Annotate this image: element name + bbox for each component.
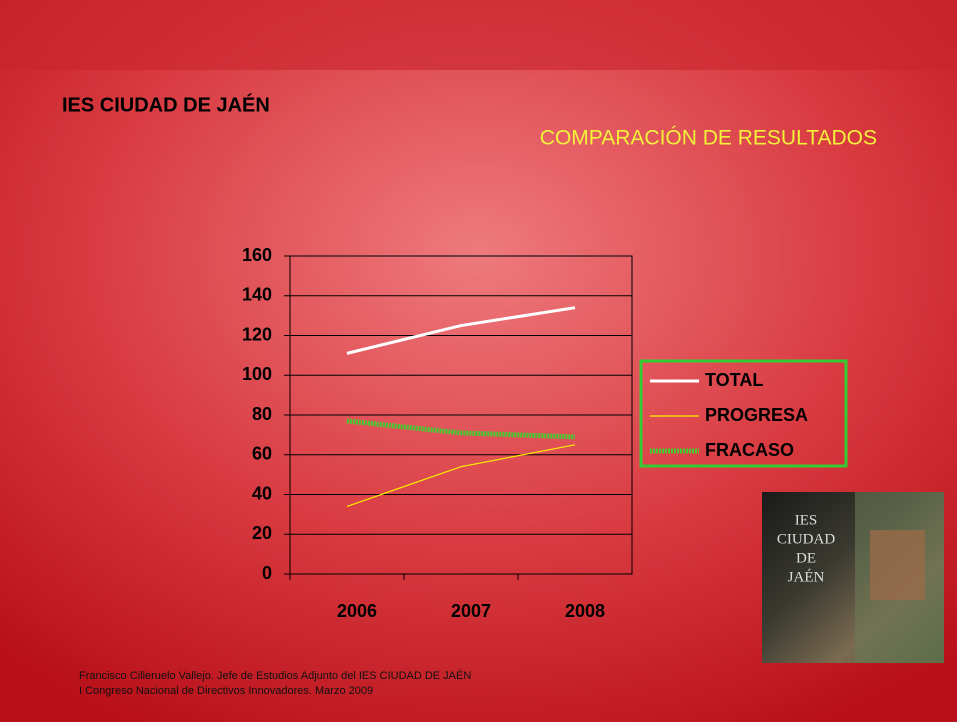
y-tick-label: 60 — [252, 444, 272, 464]
top-band — [0, 0, 957, 70]
y-tick-label: 80 — [252, 404, 272, 424]
x-tick-label: 2008 — [565, 601, 605, 621]
y-tick-label: 0 — [262, 563, 272, 583]
photo-caption: JAÉN — [788, 568, 825, 585]
legend-label: FRACASO — [705, 440, 794, 460]
page: {"chart_data": {"type": "line", "title":… — [0, 0, 957, 722]
legend-label: TOTAL — [705, 370, 763, 390]
y-tick-label: 20 — [252, 523, 272, 543]
photo-caption: DE — [796, 550, 816, 566]
footer-line: Francisco Cilleruelo Vallejo. Jefe de Es… — [79, 669, 471, 682]
footer-line: I Congreso Nacional de Directivos Innova… — [79, 685, 373, 697]
slide-subtitle: COMPARACIÓN DE RESULTADOS — [540, 127, 877, 150]
photo-caption: IES — [795, 512, 818, 528]
y-tick-label: 140 — [242, 285, 272, 305]
x-tick-label: 2007 — [451, 601, 491, 621]
photo-building — [870, 530, 925, 600]
legend-label: PROGRESA — [705, 405, 808, 425]
y-tick-label: 40 — [252, 483, 272, 503]
y-tick-label: 120 — [242, 324, 272, 344]
x-tick-label: 2006 — [337, 601, 377, 621]
y-tick-label: 100 — [242, 364, 272, 384]
slide-title: IES CIUDAD DE JAÉN — [62, 93, 270, 116]
photo-caption: CIUDAD — [777, 531, 835, 547]
y-tick-label: 160 — [242, 245, 272, 265]
slide: IES CIUDAD DE JAÉN COMPARACIÓN DE RESULT… — [0, 0, 957, 722]
